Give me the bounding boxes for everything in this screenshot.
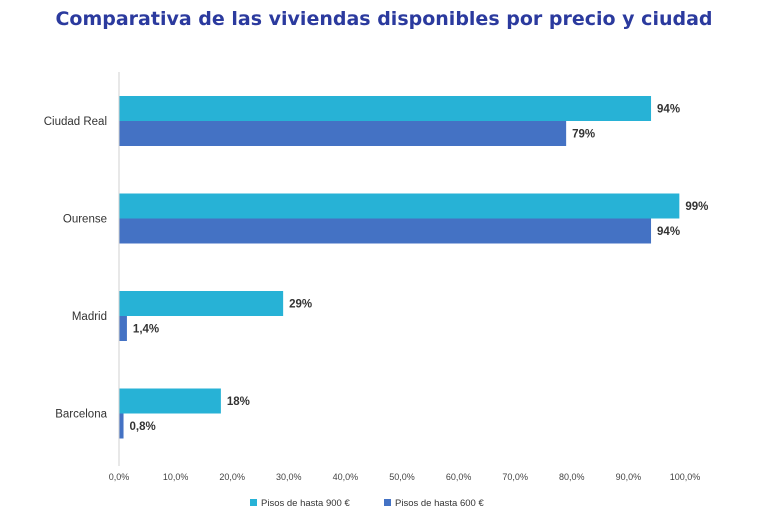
- bar: [119, 388, 221, 414]
- x-axis-ticks: 0,0% 10,0% 20,0% 30,0% 40,0% 50,0% 60,0% 70,0% 8…: [109, 472, 701, 482]
- x-tick-label: 40,0%: [333, 472, 359, 482]
- x-tick-label: 30,0%: [276, 472, 302, 482]
- data-label: 79%: [572, 129, 595, 141]
- chart-title: Comparativa de las viviendas disponibles…: [55, 8, 713, 30]
- labels-layer: Ciudad Real 94% 79% Ourense 99% 94% Madrid 29% 1…: [44, 104, 709, 434]
- bars-layer: [119, 96, 680, 439]
- bar: [119, 121, 567, 146]
- category-label: Ciudad Real: [44, 116, 107, 128]
- x-tick-label: 0,0%: [109, 472, 130, 482]
- legend: Pisos de hasta 900 € Pisos de hasta 600 €: [250, 498, 484, 509]
- x-tick-label: 90,0%: [616, 472, 642, 482]
- x-tick-label: 50,0%: [389, 472, 415, 482]
- data-label: 0,8%: [130, 421, 156, 433]
- data-label: 94%: [657, 226, 680, 238]
- x-tick-label: 100,0%: [670, 472, 701, 482]
- x-tick-label: 10,0%: [163, 472, 189, 482]
- data-label: 29%: [289, 299, 312, 311]
- category-label: Madrid: [72, 311, 107, 323]
- data-label: 18%: [227, 396, 250, 408]
- data-label: 1,4%: [133, 324, 159, 336]
- data-label: 94%: [657, 104, 680, 116]
- data-label: 99%: [685, 201, 708, 213]
- x-tick-label: 70,0%: [502, 472, 528, 482]
- legend-swatch: [384, 499, 391, 506]
- category-label: Ourense: [63, 214, 107, 226]
- bar: [119, 316, 127, 341]
- bar: [119, 413, 124, 439]
- legend-swatch: [250, 499, 257, 506]
- x-tick-label: 60,0%: [446, 472, 472, 482]
- bar: [119, 193, 680, 219]
- x-tick-label: 80,0%: [559, 472, 585, 482]
- legend-label: Pisos de hasta 900 €: [261, 498, 350, 509]
- x-tick-label: 20,0%: [219, 472, 245, 482]
- bar: [119, 218, 652, 244]
- bar: [119, 291, 284, 316]
- category-label: Barcelona: [55, 409, 107, 421]
- legend-label: Pisos de hasta 600 €: [395, 498, 484, 509]
- bar: [119, 96, 652, 121]
